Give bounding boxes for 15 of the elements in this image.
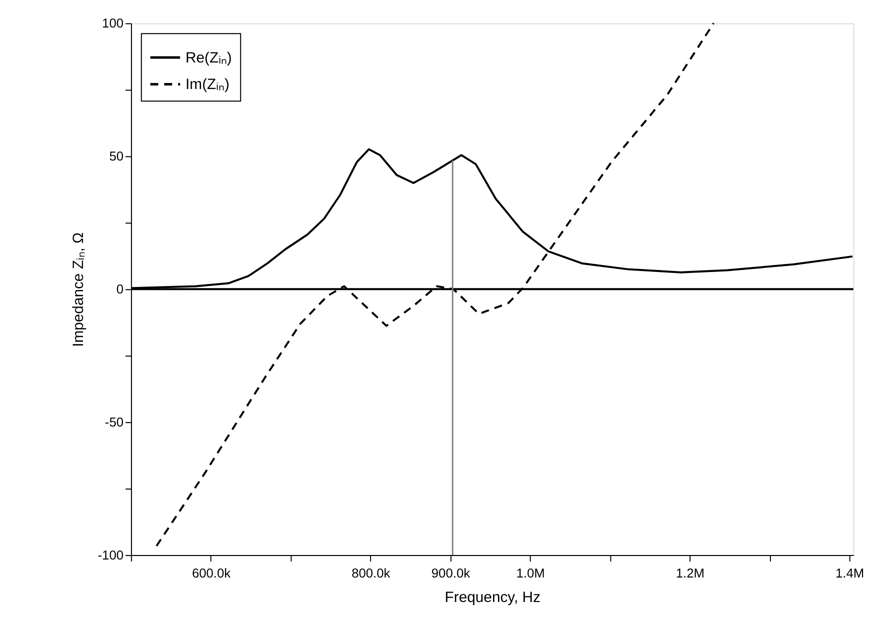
x-tick-label: 1.0M <box>516 565 545 580</box>
x-tick-label: 800.0k <box>352 565 391 580</box>
x-tick-label: 1.2M <box>676 565 704 580</box>
y-tick-label: -50 <box>104 414 124 430</box>
y-tick-label: -100 <box>98 548 124 563</box>
x-tick-label: 600.0k <box>192 565 232 580</box>
legend-label: Re(Zᵢₙ) <box>186 50 232 66</box>
legend-label: Im(Zᵢₙ) <box>186 77 230 94</box>
x-tick-label: 900.0k <box>431 565 471 580</box>
y-axis-title: Impedance Zᵢₙ, Ω <box>70 232 87 347</box>
x-axis-title: Frequency, Hz <box>444 590 540 606</box>
x-tick-label: 1.4M <box>835 565 864 580</box>
y-tick-label: 0 <box>116 282 124 297</box>
y-tick-label: 100 <box>102 16 124 31</box>
y-tick-label: 50 <box>109 148 124 164</box>
